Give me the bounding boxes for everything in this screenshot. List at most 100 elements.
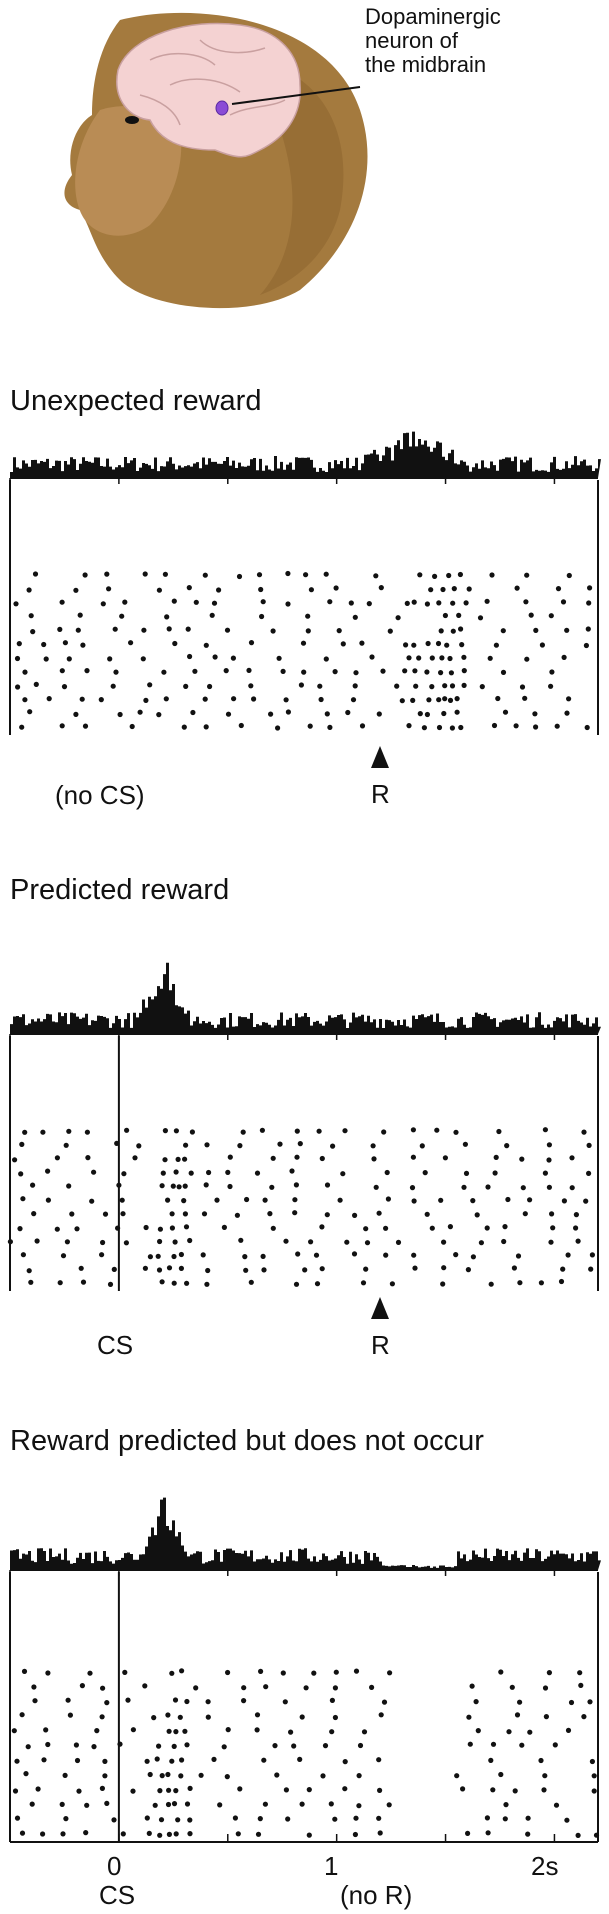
spike-dot <box>447 655 453 662</box>
spike-dot <box>54 1155 61 1161</box>
spike-dot <box>413 683 419 689</box>
spike-dot <box>184 1698 190 1705</box>
spike-dot <box>268 711 274 717</box>
spike-dot <box>525 1831 531 1837</box>
spike-dot <box>542 1685 549 1691</box>
spike-dot <box>584 724 590 731</box>
spike-dot <box>46 696 52 702</box>
spike-dot <box>447 697 454 703</box>
spike-dot <box>80 1279 87 1285</box>
spike-dot <box>184 1742 190 1748</box>
spike-dot <box>166 1265 173 1271</box>
spike-dot <box>300 640 307 646</box>
spike-dot <box>147 1771 153 1778</box>
spike-dot <box>359 723 366 729</box>
spike-dot <box>589 1252 596 1258</box>
spike-dot <box>586 1142 592 1148</box>
spike-dot <box>509 1684 515 1690</box>
annotation-line-2: neuron of <box>365 28 458 53</box>
spike-dot <box>240 1129 246 1135</box>
spike-dot <box>459 642 465 648</box>
spike-dot <box>442 696 448 702</box>
spike-dot <box>498 1771 504 1778</box>
spike-dot <box>63 1816 69 1822</box>
spike-dot <box>424 1211 430 1217</box>
spike-dot <box>450 628 456 634</box>
spike-dot <box>549 669 555 675</box>
spike-dot <box>206 1169 212 1176</box>
spike-dot <box>561 654 567 660</box>
spike-dot <box>429 684 435 690</box>
spike-dot <box>136 1143 142 1149</box>
spike-dot <box>198 1772 204 1778</box>
spike-dot <box>41 1757 47 1763</box>
spike-dot <box>224 1774 230 1780</box>
spike-dot <box>61 684 68 690</box>
spike-dot <box>45 1670 51 1676</box>
spike-dot <box>479 684 485 690</box>
spike-dot <box>327 724 333 730</box>
brain-icon <box>116 22 301 158</box>
spike-dot <box>519 1156 525 1162</box>
spike-dot <box>470 1254 476 1260</box>
spike-dot <box>493 642 499 648</box>
spike-dot <box>254 1727 260 1733</box>
spike-dot <box>102 1211 109 1217</box>
spike-dot <box>473 1699 479 1705</box>
spike-dot <box>166 1728 172 1734</box>
spike-dot <box>173 1729 179 1735</box>
spike-dot <box>458 724 464 731</box>
spike-dot <box>546 1184 553 1190</box>
spike-dot <box>503 1802 509 1808</box>
spike-dot <box>504 1143 510 1149</box>
spike-dot <box>169 1670 175 1676</box>
spike-dot <box>469 1683 475 1689</box>
spike-dot <box>485 1830 491 1836</box>
spike-dot <box>165 1771 171 1778</box>
spike-dot <box>489 572 495 578</box>
spike-dot <box>179 1668 185 1674</box>
spike-dot <box>100 1239 106 1246</box>
spike-dot <box>231 696 237 702</box>
annotation-line-3: the midbrain <box>365 52 487 77</box>
tick-label-2s: 2s <box>531 1851 559 1881</box>
spike-dot <box>241 1685 247 1691</box>
spike-dot <box>182 1211 188 1217</box>
spike-dot <box>319 1266 325 1272</box>
spike-dot <box>465 1830 471 1836</box>
spike-dot <box>17 1226 23 1232</box>
spike-dot <box>373 1184 379 1190</box>
spike-dot <box>299 1801 305 1807</box>
spike-dot <box>569 1155 575 1161</box>
spike-dot <box>541 1787 547 1793</box>
spike-dot <box>352 1831 358 1838</box>
spike-dot <box>376 1757 382 1763</box>
spike-dot <box>332 1714 338 1721</box>
spike-dot <box>441 1265 447 1271</box>
spike-dot <box>183 1224 190 1230</box>
spike-dot <box>154 1756 160 1762</box>
spike-dot <box>588 1266 594 1272</box>
spike-dot <box>156 1743 162 1749</box>
spike-dot <box>163 696 169 702</box>
spike-dot <box>183 1142 189 1148</box>
spike-dot <box>100 601 106 607</box>
spike-dot <box>223 668 229 674</box>
spike-dot <box>203 1182 209 1188</box>
spike-dot <box>298 682 304 688</box>
spike-dot <box>475 1728 481 1734</box>
spike-dot <box>187 653 193 660</box>
spike-dot <box>115 1225 121 1231</box>
panel-1-histogram <box>9 431 601 484</box>
spike-dot <box>59 1801 65 1807</box>
spike-dot <box>470 1198 476 1204</box>
monkey-fur-shade <box>250 60 344 295</box>
spike-dot <box>230 655 236 661</box>
spike-dot <box>553 1802 560 1808</box>
spike-dot <box>260 1253 266 1259</box>
spike-dot <box>59 668 65 674</box>
spike-dot <box>14 1815 21 1821</box>
spike-dot <box>205 1699 211 1705</box>
spike-dot <box>171 1253 177 1260</box>
spike-dot <box>412 668 418 674</box>
